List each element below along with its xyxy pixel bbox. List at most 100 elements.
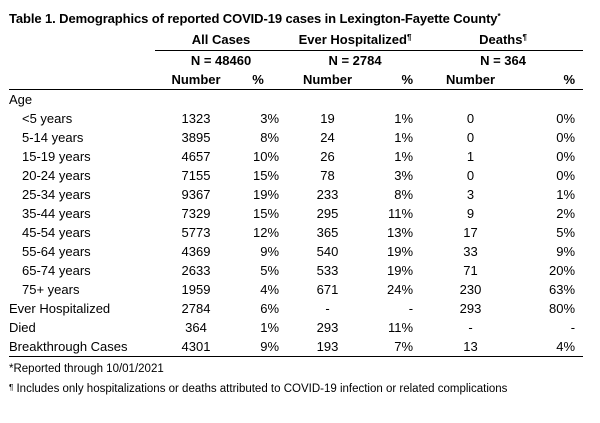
all-cases-number: 3895 (181, 130, 211, 145)
hospitalized-number: 533 (316, 263, 339, 278)
footnote-reported: *Reported through 10/01/2021 (9, 363, 164, 375)
table-row: Ever Hospitalized 2784 6% - - 293 80% (9, 299, 583, 318)
group-n-all-cases: N = 48460 (190, 53, 252, 68)
deaths-number: 33 (463, 244, 478, 259)
table-title: Table 1. Demographics of reported COVID-… (9, 8, 591, 30)
footnote-includes-text: Includes only hospitalizations or deaths… (13, 383, 508, 395)
all-cases-percent: 6% (260, 301, 280, 316)
deaths-percent: - (570, 320, 576, 335)
table-row: 20-24 years 7155 15% 78 3% 0 0% (9, 166, 583, 185)
row-label: 20-24 years (22, 168, 91, 183)
table-row: <5 years 1323 3% 19 1% 0 0% (9, 109, 583, 128)
all-cases-number: 2633 (181, 263, 211, 278)
deaths-percent: 63% (549, 282, 576, 297)
hospitalized-percent: 24% (387, 282, 414, 297)
group-header-hospitalized: Ever Hospitalized¶ (287, 30, 424, 51)
deaths-number: 13 (423, 337, 519, 357)
all-cases-number: 4301 (155, 337, 237, 357)
deaths-number: 230 (459, 282, 482, 297)
table-row: 15-19 years 4657 10% 26 1% 1 0% (9, 147, 583, 166)
row-label: 15-19 years (22, 149, 91, 164)
row-label: Ever Hospitalized (9, 301, 111, 316)
all-cases-percent: 12% (252, 225, 280, 240)
all-cases-percent: 3% (260, 111, 280, 126)
deaths-number: 3 (466, 187, 475, 202)
all-cases-number: 364 (185, 320, 207, 335)
group-header-blank (9, 30, 155, 51)
hospitalized-percent: 1% (394, 111, 414, 126)
deaths-number: 71 (463, 263, 478, 278)
demographics-table: All Cases Ever Hospitalized¶ Deaths¶ N =… (9, 30, 584, 357)
hospitalized-number: 78 (320, 168, 335, 183)
table-title-mark: * (497, 12, 501, 21)
hospitalized-number: 293 (316, 320, 339, 335)
deaths-percent: 80% (549, 301, 576, 316)
all-cases-percent: 5% (260, 263, 280, 278)
all-cases-percent: 15% (252, 206, 280, 221)
hospitalized-percent: 1% (394, 130, 414, 145)
hospitalized-percent: 3% (394, 168, 414, 183)
all-cases-number: 5773 (181, 225, 211, 240)
group-mark-deaths: ¶ (522, 33, 527, 42)
all-cases-number: 4369 (181, 244, 211, 259)
group-header-all-cases: All Cases (155, 30, 288, 51)
column-header-number: Number (423, 70, 519, 90)
column-header-number: Number (155, 70, 237, 90)
group-label-hospitalized: Ever Hospitalized (298, 32, 407, 47)
all-cases-percent: 4% (260, 282, 280, 297)
table-row: 75+ years 1959 4% 671 24% 230 63% (9, 280, 583, 299)
row-label: Breakthrough Cases (9, 337, 155, 357)
deaths-percent: 0% (556, 168, 576, 183)
all-cases-percent: 19% (252, 187, 280, 202)
row-label: 5-14 years (22, 130, 84, 145)
row-label: <5 years (22, 111, 73, 126)
hospitalized-percent: 19% (387, 244, 414, 259)
table-row: 25-34 years 9367 19% 233 8% 3 1% (9, 185, 583, 204)
group-n-blank (9, 51, 155, 71)
hospitalized-number: 295 (316, 206, 339, 221)
column-header-percent: % (518, 70, 584, 90)
deaths-number: 0 (466, 111, 475, 126)
table-row: 55-64 years 4369 9% 540 19% 33 9% (9, 242, 583, 261)
all-cases-percent: 1% (260, 320, 280, 335)
deaths-number: - (468, 320, 473, 335)
column-header-row: Number % Number % Number % (9, 70, 584, 90)
hospitalized-percent: 11% (387, 320, 414, 335)
hospitalized-number: 193 (287, 337, 369, 357)
hospitalized-percent: 8% (394, 187, 414, 202)
hospitalized-percent: 7% (368, 337, 424, 357)
deaths-number: 293 (459, 301, 482, 316)
footnote-includes-mark: ¶ (9, 383, 14, 392)
all-cases-percent: 9% (260, 244, 280, 259)
group-n-deaths: N = 364 (480, 53, 526, 68)
row-label: Died (9, 320, 36, 335)
footnote-includes: ¶ Includes only hospitalizations or deat… (9, 379, 591, 399)
group-n-hospitalized: N = 2784 (328, 53, 382, 68)
hospitalized-percent: 13% (387, 225, 414, 240)
all-cases-percent: 8% (260, 130, 280, 145)
table-row: 65-74 years 2633 5% 533 19% 71 20% (9, 261, 583, 280)
all-cases-number: 1323 (181, 111, 211, 126)
group-header-deaths: Deaths¶ (423, 30, 584, 51)
table-row: 35-44 years 7329 15% 295 11% 9 2% (9, 204, 583, 223)
group-label-all-cases: All Cases (191, 32, 251, 47)
row-label: 45-54 years (22, 225, 91, 240)
group-mark-hospitalized: ¶ (406, 33, 412, 42)
all-cases-number: 4657 (181, 149, 211, 164)
deaths-percent: 0% (556, 130, 576, 145)
deaths-number: 17 (463, 225, 478, 240)
deaths-percent: 20% (549, 263, 576, 278)
all-cases-number: 2784 (181, 301, 211, 316)
group-n-row: N = 48460 N = 2784 N = 364 (9, 51, 583, 71)
hospitalized-percent: 11% (387, 206, 414, 221)
column-header-percent: % (237, 70, 288, 90)
column-header-number: Number (287, 70, 369, 90)
all-cases-percent: 10% (252, 149, 280, 164)
deaths-percent: 4% (518, 337, 584, 357)
deaths-percent: 5% (556, 225, 576, 240)
all-cases-percent: 9% (237, 337, 288, 357)
hospitalized-percent: - (408, 301, 414, 316)
hospitalized-number: 233 (316, 187, 339, 202)
hospitalized-number: 19 (320, 111, 335, 126)
table-row: 5-14 years 3895 8% 24 1% 0 0% (9, 128, 583, 147)
